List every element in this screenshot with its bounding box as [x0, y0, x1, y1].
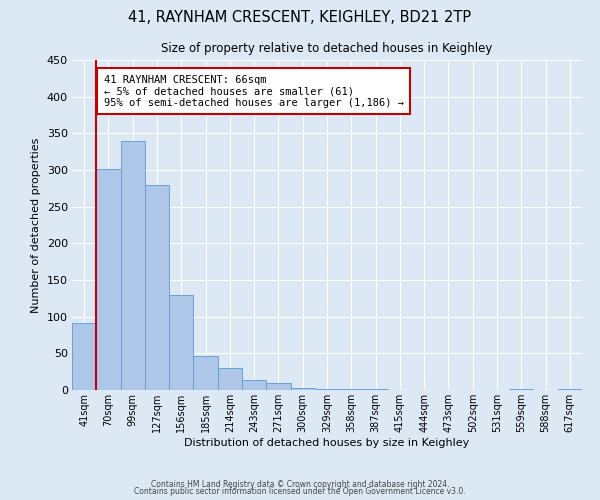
Bar: [315, 388, 339, 390]
Text: Contains HM Land Registry data © Crown copyright and database right 2024.: Contains HM Land Registry data © Crown c…: [151, 480, 449, 489]
Bar: [145, 184, 169, 390]
Bar: [364, 388, 388, 390]
Bar: [72, 322, 96, 390]
Bar: [558, 388, 582, 390]
Title: Size of property relative to detached houses in Keighley: Size of property relative to detached ho…: [161, 42, 493, 54]
Bar: [339, 388, 364, 390]
Bar: [169, 294, 193, 390]
Text: Contains public sector information licensed under the Open Government Licence v3: Contains public sector information licen…: [134, 487, 466, 496]
X-axis label: Distribution of detached houses by size in Keighley: Distribution of detached houses by size …: [184, 438, 470, 448]
Bar: [193, 356, 218, 390]
Bar: [266, 382, 290, 390]
Bar: [218, 368, 242, 390]
Text: 41 RAYNHAM CRESCENT: 66sqm
← 5% of detached houses are smaller (61)
95% of semi-: 41 RAYNHAM CRESCENT: 66sqm ← 5% of detac…: [104, 74, 404, 108]
Bar: [509, 388, 533, 390]
Y-axis label: Number of detached properties: Number of detached properties: [31, 138, 41, 312]
Text: 41, RAYNHAM CRESCENT, KEIGHLEY, BD21 2TP: 41, RAYNHAM CRESCENT, KEIGHLEY, BD21 2TP: [128, 10, 472, 25]
Bar: [242, 380, 266, 390]
Bar: [96, 170, 121, 390]
Bar: [121, 140, 145, 390]
Bar: [290, 388, 315, 390]
